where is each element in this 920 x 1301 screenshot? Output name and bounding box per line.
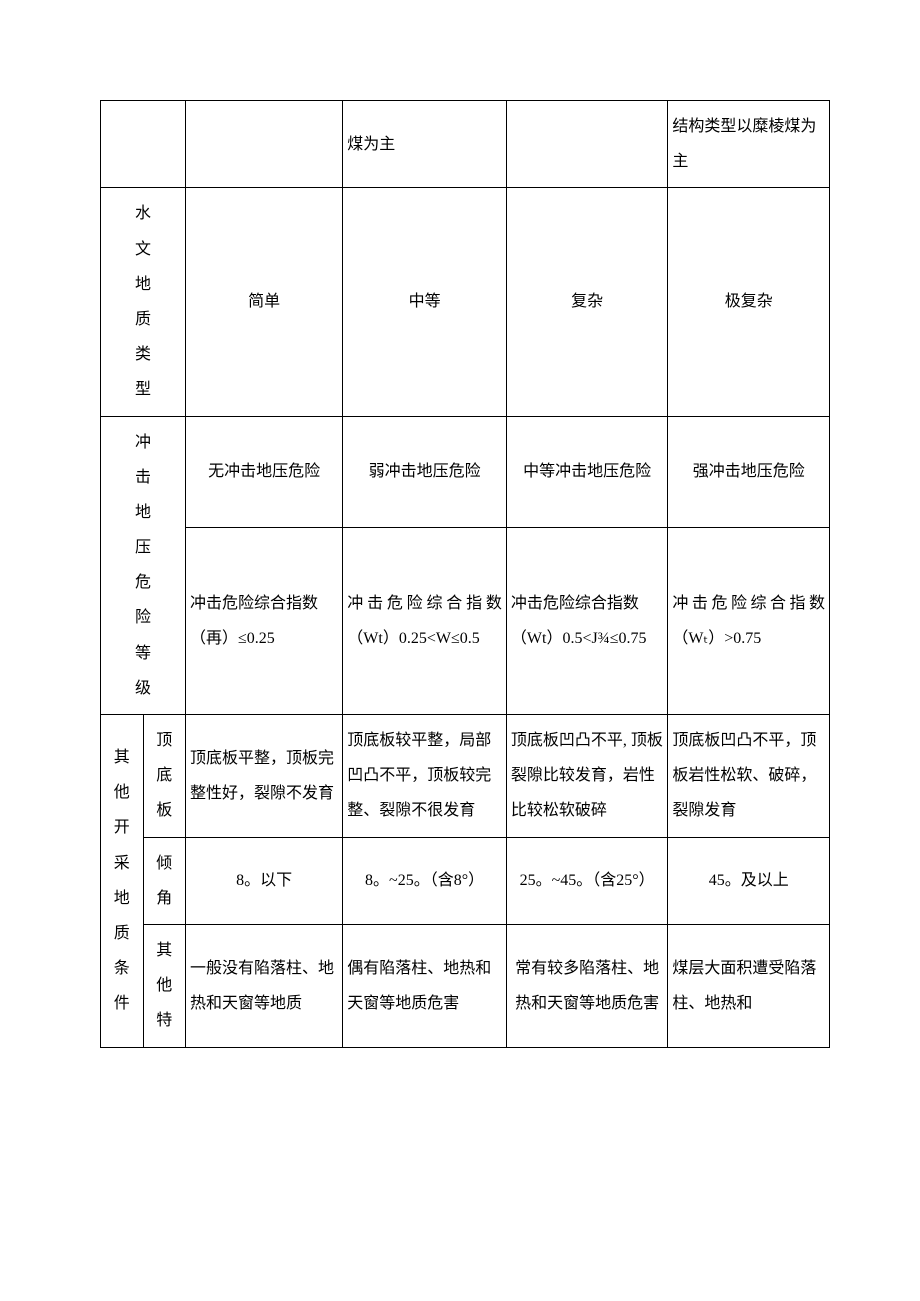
cell: 25。~45。（含25°） [506, 837, 668, 924]
cell [506, 101, 668, 188]
table-row: 倾角 8。以下 8。~25。（含8°） 25。~45。（含25°） 45。及以上 [101, 837, 830, 924]
cell: 中等 [343, 188, 507, 416]
cell: 顶底板凹凸不平，顶板岩性松软、破碎，裂隙发育 [668, 715, 830, 838]
cell-subheader: 顶底板 [143, 715, 186, 838]
table-row: 冲击地压危险等级 无冲击地压危险 弱冲击地压危险 中等冲击地压危险 强冲击地压危… [101, 416, 830, 528]
cell: 弱冲击地压危险 [343, 416, 507, 528]
cell: 复杂 [506, 188, 668, 416]
table-body: 煤为主 结构类型以糜棱煤为主 水文地质类型 简单 中等 复杂 极复杂 冲击地压危… [101, 101, 830, 1048]
cell [101, 101, 186, 188]
table-row: 冲击危险综合指数（再）≤0.25 冲击危险综合指数（Wt）0.25<W≤0.5 … [101, 528, 830, 715]
cell: 顶底板平整，顶板完整性好，裂隙不发育 [186, 715, 343, 838]
document-page: 煤为主 结构类型以糜棱煤为主 水文地质类型 简单 中等 复杂 极复杂 冲击地压危… [0, 0, 920, 1148]
cell: 顶底板较平整，局部凹凸不平，顶板较完整、裂隙不很发育 [343, 715, 507, 838]
cell [186, 101, 343, 188]
cell: 冲击危险综合指数（Wₜ）>0.75 [668, 528, 830, 715]
cell: 偶有陷落柱、地热和天窗等地质危害 [343, 924, 507, 1047]
cell: 8。~25。（含8°） [343, 837, 507, 924]
cell: 结构类型以糜棱煤为主 [668, 101, 830, 188]
cell: 中等冲击地压危险 [506, 416, 668, 528]
table-row: 其他特 一般没有陷落柱、地热和天窗等地质 偶有陷落柱、地热和天窗等地质危害 常有… [101, 924, 830, 1047]
table-row: 其他开采地质条件 顶底板 顶底板平整，顶板完整性好，裂隙不发育 顶底板较平整，局… [101, 715, 830, 838]
cell: 一般没有陷落柱、地热和天窗等地质 [186, 924, 343, 1047]
cell: 煤为主 [343, 101, 507, 188]
cell-subheader: 其他特 [143, 924, 186, 1047]
table-row: 水文地质类型 简单 中等 复杂 极复杂 [101, 188, 830, 416]
cell: 极复杂 [668, 188, 830, 416]
cell: 煤层大面积遭受陷落柱、地热和 [668, 924, 830, 1047]
cell: 8。以下 [186, 837, 343, 924]
cell: 简单 [186, 188, 343, 416]
cell: 冲击危险综合指数（Wt）0.5<J¾≤0.75 [506, 528, 668, 715]
table-row: 煤为主 结构类型以糜棱煤为主 [101, 101, 830, 188]
cell-header: 水文地质类型 [101, 188, 186, 416]
cell: 45。及以上 [668, 837, 830, 924]
cell: 强冲击地压危险 [668, 416, 830, 528]
cell: 冲击危险综合指数（Wt）0.25<W≤0.5 [343, 528, 507, 715]
cell: 常有较多陷落柱、地热和天窗等地质危害 [506, 924, 668, 1047]
cell-subheader: 倾角 [143, 837, 186, 924]
cell: 无冲击地压危险 [186, 416, 343, 528]
geology-table: 煤为主 结构类型以糜棱煤为主 水文地质类型 简单 中等 复杂 极复杂 冲击地压危… [100, 100, 830, 1048]
cell: 冲击危险综合指数（再）≤0.25 [186, 528, 343, 715]
cell: 顶底板凹凸不平, 顶板裂隙比较发育，岩性比较松软破碎 [506, 715, 668, 838]
cell-header: 其他开采地质条件 [101, 715, 144, 1048]
cell-header: 冲击地压危险等级 [101, 416, 186, 715]
